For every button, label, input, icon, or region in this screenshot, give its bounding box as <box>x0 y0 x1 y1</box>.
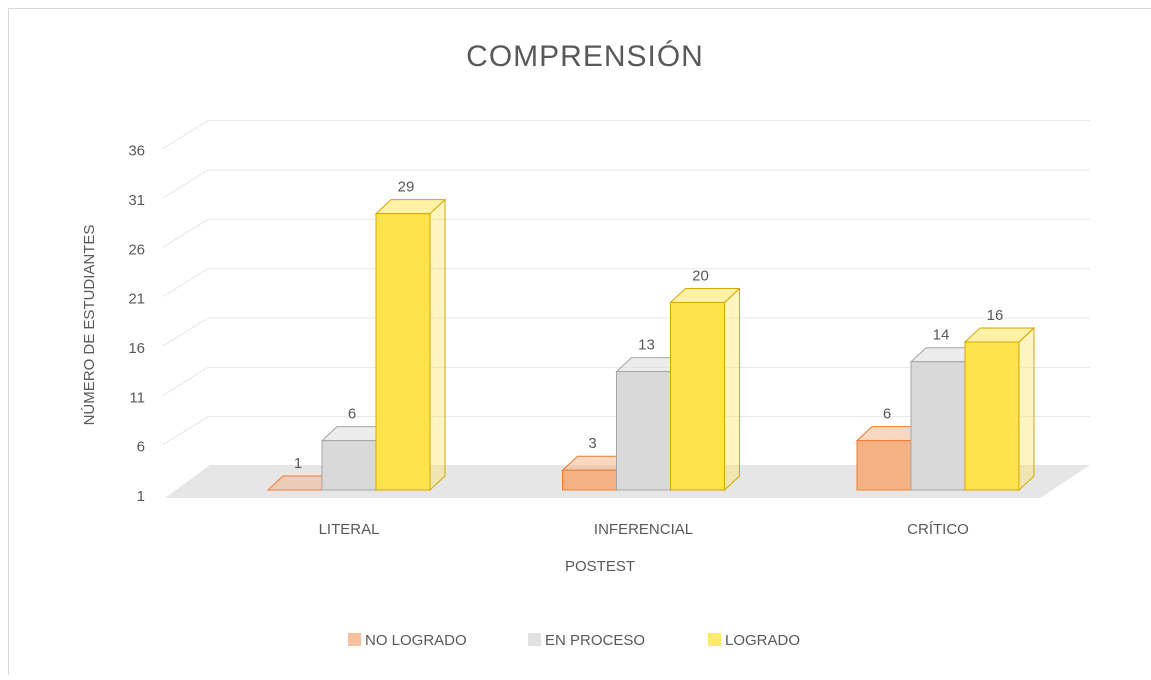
bar <box>322 441 376 490</box>
bar-side <box>430 200 445 490</box>
bar <box>376 214 430 490</box>
grid-line <box>163 121 1090 149</box>
grid-line <box>163 170 1090 198</box>
y-tick-label: 21 <box>128 291 145 308</box>
y-axis-title: NÚMERO DE ESTUDIANTES <box>81 225 98 426</box>
bar <box>857 441 911 490</box>
data-label: 3 <box>588 435 596 452</box>
y-tick-label: 31 <box>128 192 145 209</box>
x-tick-label: LITERAL <box>319 521 380 538</box>
legend-swatch <box>708 633 721 646</box>
data-label: 14 <box>933 327 950 344</box>
legend-label: LOGRADO <box>725 632 800 649</box>
bar <box>563 470 617 490</box>
data-label: 13 <box>638 337 655 354</box>
bar-side <box>1019 328 1034 490</box>
grid-line <box>163 269 1090 297</box>
chart-title: COMPRENSIÓN <box>466 40 704 73</box>
bar <box>911 362 965 490</box>
y-tick-label: 26 <box>128 241 145 258</box>
bar <box>671 302 725 490</box>
grid-line <box>163 219 1090 247</box>
data-label: 16 <box>987 307 1004 324</box>
data-label: 6 <box>883 406 891 423</box>
y-tick-label: 11 <box>129 389 145 406</box>
x-tick-label: CRÍTICO <box>907 521 969 538</box>
legend-label: NO LOGRADO <box>365 632 467 649</box>
y-tick-label: 36 <box>128 143 145 160</box>
y-tick-label: 1 <box>137 488 145 505</box>
data-label: 20 <box>692 267 709 284</box>
legend-swatch <box>348 633 361 646</box>
data-label: 6 <box>348 406 356 423</box>
x-axis-title: POSTEST <box>565 558 635 575</box>
y-tick-label: 6 <box>137 439 145 456</box>
x-tick-label: INFERENCIAL <box>594 521 693 538</box>
bar <box>617 372 671 490</box>
grid-line <box>163 318 1090 346</box>
legend-swatch <box>528 633 541 646</box>
legend-label: EN PROCESO <box>545 632 645 649</box>
bar <box>965 342 1019 490</box>
y-tick-label: 16 <box>128 340 145 357</box>
bar-side <box>725 288 740 490</box>
data-label: 1 <box>294 455 302 472</box>
data-label: 29 <box>398 179 415 196</box>
